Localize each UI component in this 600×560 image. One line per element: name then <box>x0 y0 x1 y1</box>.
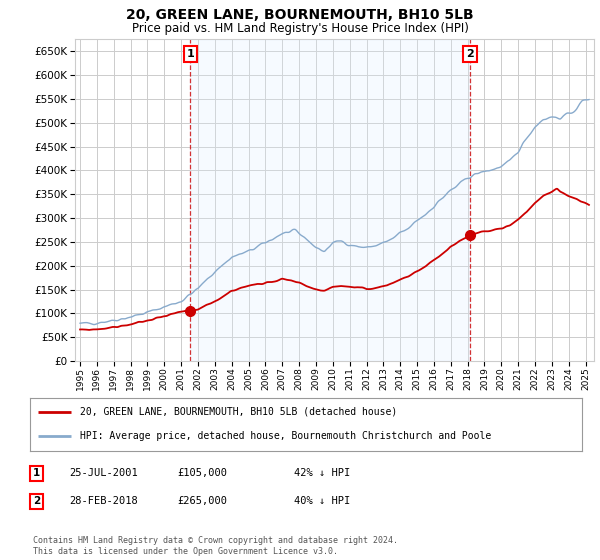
Text: 28-FEB-2018: 28-FEB-2018 <box>69 496 138 506</box>
Text: 20, GREEN LANE, BOURNEMOUTH, BH10 5LB (detached house): 20, GREEN LANE, BOURNEMOUTH, BH10 5LB (d… <box>80 407 397 417</box>
Text: 2: 2 <box>33 496 40 506</box>
Text: 20, GREEN LANE, BOURNEMOUTH, BH10 5LB: 20, GREEN LANE, BOURNEMOUTH, BH10 5LB <box>126 8 474 22</box>
Text: 1: 1 <box>187 49 194 59</box>
Text: 25-JUL-2001: 25-JUL-2001 <box>69 468 138 478</box>
Text: Price paid vs. HM Land Registry's House Price Index (HPI): Price paid vs. HM Land Registry's House … <box>131 22 469 35</box>
Text: 40% ↓ HPI: 40% ↓ HPI <box>294 496 350 506</box>
Text: £105,000: £105,000 <box>177 468 227 478</box>
Text: 2: 2 <box>466 49 474 59</box>
Text: 1: 1 <box>33 468 40 478</box>
Bar <box>190 39 470 361</box>
Text: 42% ↓ HPI: 42% ↓ HPI <box>294 468 350 478</box>
Text: Contains HM Land Registry data © Crown copyright and database right 2024.
This d: Contains HM Land Registry data © Crown c… <box>33 536 398 556</box>
Text: HPI: Average price, detached house, Bournemouth Christchurch and Poole: HPI: Average price, detached house, Bour… <box>80 431 491 441</box>
Text: £265,000: £265,000 <box>177 496 227 506</box>
